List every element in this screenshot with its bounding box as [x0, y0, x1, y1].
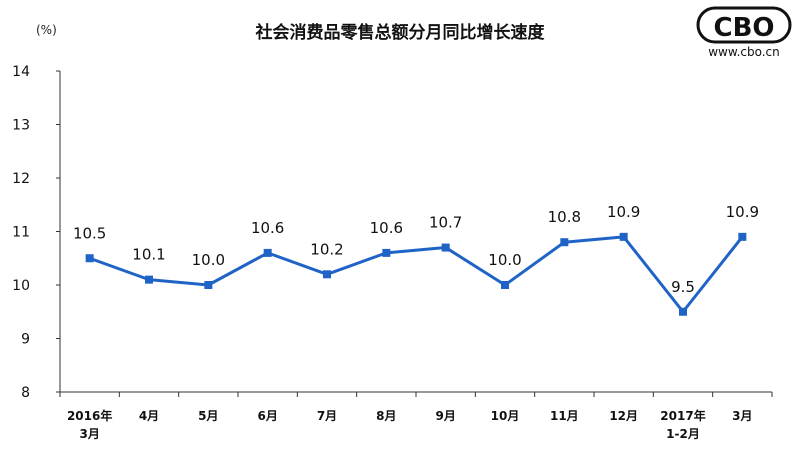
y-tick-label: 14 [12, 64, 30, 80]
data-label: 10.5 [73, 224, 106, 242]
x-tick-label: 3月 [732, 409, 752, 423]
data-label: 10.6 [370, 219, 403, 237]
data-point [263, 248, 272, 257]
data-point [85, 254, 94, 263]
x-tick-label: 9月 [435, 409, 455, 423]
data-label: 10.7 [429, 214, 462, 232]
x-tick-label: 2016年 [67, 408, 112, 423]
x-tick-label: 5月 [198, 409, 218, 423]
data-point [738, 232, 747, 241]
logo-url: www.cbo.cn [708, 45, 780, 59]
x-tick-label: 11月 [550, 409, 579, 423]
x-axis-ticks: 2016年 3月 4月 5月 6月 7月 8月 9月 10月 11月 12月 2017年 1-2月 3月 [59, 392, 773, 441]
logo-text: CBO [713, 13, 774, 43]
x-tick-label: 4月 [139, 409, 159, 423]
data-point [204, 281, 213, 289]
data-point [560, 238, 569, 247]
y-tick-label: 8 [21, 385, 30, 401]
x-tick-label: 12月 [609, 409, 638, 423]
data-label: 10.1 [132, 246, 165, 264]
data-labels: 10.5 10.1 10.0 10.6 10.2 10.6 10.7 10.0 10.8 10.9… [73, 203, 759, 296]
data-point [679, 307, 687, 316]
x-tick-label: 1-2月 [666, 427, 700, 441]
x-tick-label: 2017年 [660, 408, 705, 423]
axes [59, 71, 772, 393]
data-label: 10.6 [251, 219, 284, 237]
x-tick-label: 8月 [376, 409, 396, 423]
y-tick-label: 13 [12, 118, 30, 134]
data-point [619, 232, 628, 241]
data-label: 10.9 [726, 203, 759, 221]
series-polyline [89, 235, 744, 314]
data-label: 9.5 [671, 278, 695, 296]
data-label: 10.0 [488, 251, 521, 269]
cbo-watermark-logo: CBO www.cbo.cn [696, 6, 792, 59]
x-tick-label: 7月 [317, 409, 337, 423]
data-point [441, 243, 450, 252]
data-label: 10.8 [548, 208, 581, 226]
x-tick-label: 10月 [491, 409, 520, 423]
data-point [382, 248, 391, 257]
x-tick-label: 3月 [79, 427, 99, 441]
series-line [89, 235, 744, 314]
y-tick-label: 11 [12, 225, 30, 241]
x-tick-label: 6月 [257, 409, 277, 423]
data-label: 10.0 [192, 251, 225, 269]
y-tick-label: 9 [21, 332, 30, 348]
data-point [145, 275, 153, 284]
data-points [85, 232, 747, 316]
data-point [501, 281, 509, 289]
y-axis-ticks: 8 9 10 11 12 13 14 [12, 64, 60, 401]
unit-label: (%) [36, 23, 57, 37]
data-label: 10.9 [607, 203, 640, 221]
chart-title: 社会消费品零售总额分月同比增长速度 [255, 22, 546, 43]
data-point [323, 270, 331, 279]
y-tick-label: 12 [12, 171, 30, 187]
y-tick-label: 10 [12, 278, 30, 294]
data-label: 10.2 [310, 240, 343, 258]
